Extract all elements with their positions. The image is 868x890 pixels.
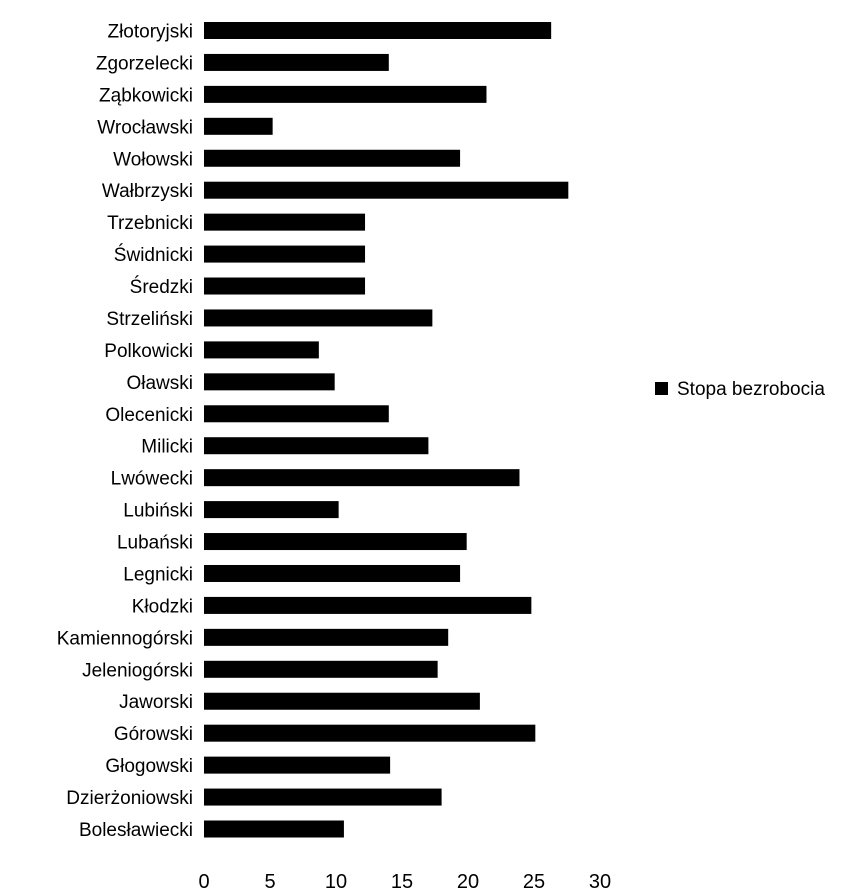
bar bbox=[204, 756, 391, 774]
category-labels: Złotoryjski Zgorzelecki Ząbkowicki Wrocławs… bbox=[57, 22, 193, 842]
x-axis-ticks: 0 5 10 15 20 25 30 bbox=[198, 871, 611, 890]
category-label: Dzierżoniowski bbox=[66, 788, 193, 809]
legend-swatch bbox=[655, 382, 668, 395]
bar bbox=[204, 117, 273, 135]
category-label: Głogowski bbox=[105, 756, 193, 777]
bar bbox=[204, 533, 467, 551]
category-label: Bolesławiecki bbox=[79, 820, 193, 841]
category-label: Lubański bbox=[117, 533, 193, 554]
category-label: Lubiński bbox=[123, 501, 193, 522]
category-label: Jaworski bbox=[119, 692, 193, 713]
bar bbox=[204, 213, 366, 231]
bar bbox=[204, 373, 335, 391]
category-label: Wołowski bbox=[113, 149, 193, 170]
category-label: Wrocławski bbox=[97, 117, 193, 138]
x-tick-label: 20 bbox=[457, 871, 479, 890]
x-tick-label: 5 bbox=[264, 871, 275, 890]
bar bbox=[204, 724, 536, 742]
bar bbox=[204, 469, 520, 487]
category-label: Ząbkowicki bbox=[99, 85, 193, 106]
bar bbox=[204, 341, 319, 359]
category-label: Świdnicki bbox=[114, 244, 193, 266]
bar bbox=[204, 788, 442, 806]
category-label: Lwówecki bbox=[111, 469, 193, 490]
bar bbox=[204, 628, 449, 646]
category-label: Olecenicki bbox=[105, 405, 193, 426]
category-label: Złotoryjski bbox=[107, 22, 193, 43]
bar bbox=[204, 245, 366, 263]
bar bbox=[204, 564, 461, 582]
x-tick-label: 25 bbox=[523, 871, 545, 890]
bar bbox=[204, 501, 339, 519]
category-label: Kamiennogórski bbox=[57, 628, 193, 649]
bar bbox=[204, 181, 569, 199]
category-label: Milicki bbox=[141, 437, 193, 458]
bar bbox=[204, 149, 461, 167]
bar bbox=[204, 277, 366, 295]
bar bbox=[204, 820, 344, 838]
category-label: Polkowicki bbox=[104, 341, 193, 362]
category-label: Legnicki bbox=[123, 564, 193, 585]
category-label: Zgorzelecki bbox=[96, 53, 193, 74]
bar bbox=[204, 85, 487, 103]
category-label: Wałbrzyski bbox=[102, 181, 193, 202]
x-tick-label: 30 bbox=[589, 871, 611, 890]
legend: Stopa bezrobocia bbox=[655, 379, 825, 400]
category-label: Oławski bbox=[126, 373, 193, 394]
bar bbox=[204, 405, 389, 423]
bar bbox=[204, 53, 389, 71]
category-label: Jeleniogórski bbox=[82, 660, 193, 681]
category-label: Kłodzki bbox=[132, 596, 193, 617]
bar bbox=[204, 660, 438, 678]
category-label: Strzeliński bbox=[106, 309, 193, 330]
bar bbox=[204, 692, 480, 710]
x-tick-label: 10 bbox=[325, 871, 347, 890]
bar bbox=[204, 596, 532, 614]
x-tick-label: 15 bbox=[391, 871, 413, 890]
category-label: Górowski bbox=[114, 724, 193, 745]
bar bbox=[204, 309, 433, 327]
legend-label: Stopa bezrobocia bbox=[677, 379, 825, 400]
bar bbox=[204, 22, 552, 39]
bars bbox=[204, 22, 569, 838]
category-label: Średzki bbox=[130, 276, 193, 298]
x-tick-label: 0 bbox=[198, 871, 209, 890]
bar bbox=[204, 437, 429, 455]
category-label: Trzebnicki bbox=[107, 213, 193, 234]
